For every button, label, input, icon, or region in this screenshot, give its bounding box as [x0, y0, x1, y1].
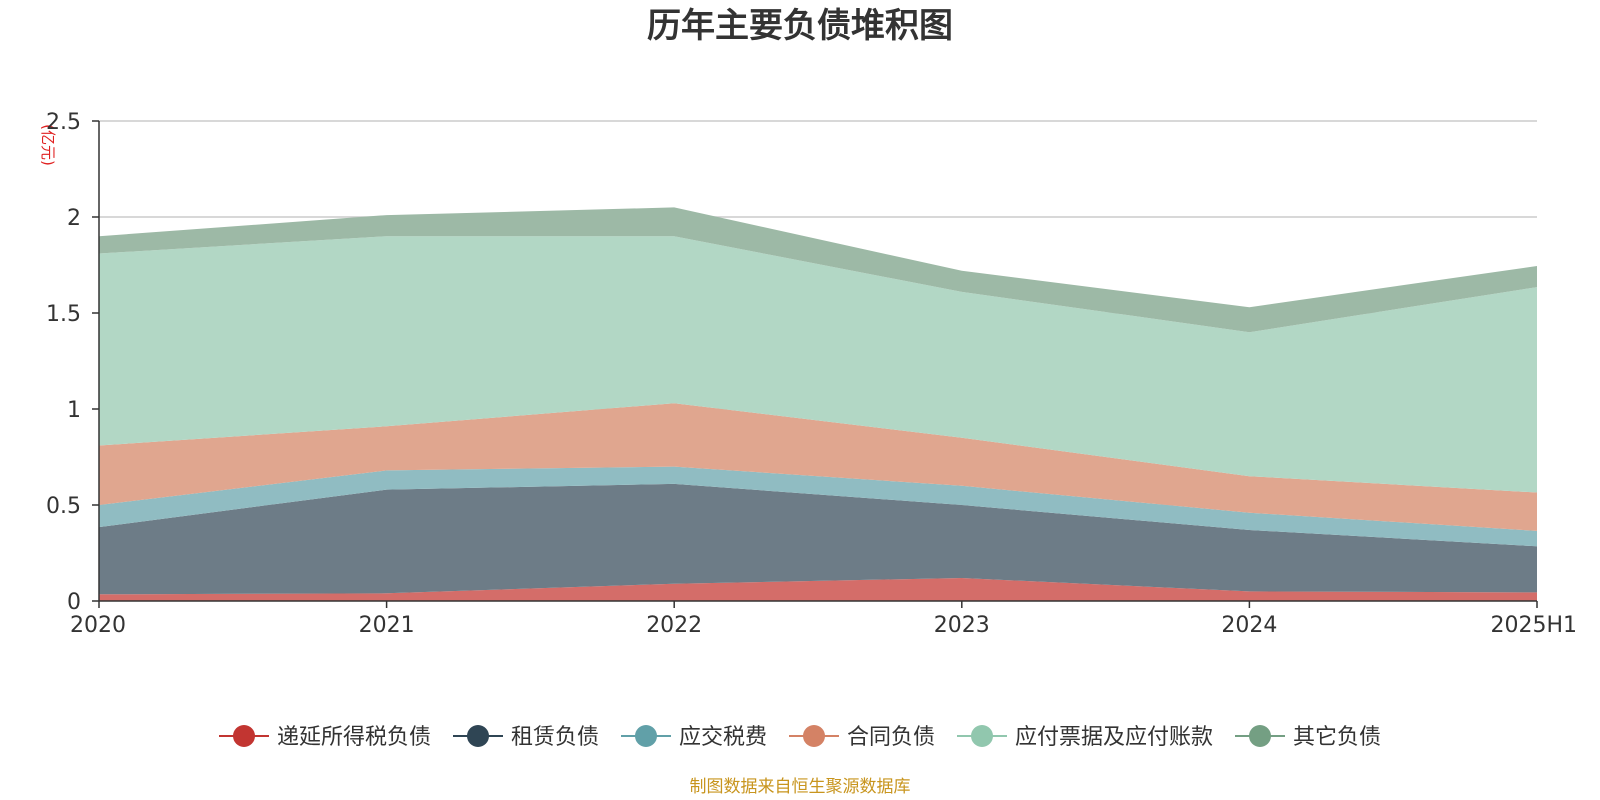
x-tick-label: 2021: [359, 613, 415, 638]
legend-marker: [233, 725, 255, 747]
area-应交税费: [99, 466, 1537, 547]
legend-label: 应交税费: [679, 725, 767, 750]
chart-title: 历年主要负债堆积图: [647, 6, 953, 46]
x-tick-label: 2025H1: [1490, 613, 1577, 638]
legend-label: 合同负债: [847, 725, 935, 750]
legend-marker: [1249, 725, 1271, 747]
legend: 递延所得税负债 租赁负债 应交税费 合同负债 应付票据及应付账款 其它负债: [219, 725, 1381, 750]
y-tick-label: 1: [67, 398, 81, 423]
y-tick-label: 0.5: [46, 494, 81, 519]
area-合同负债: [99, 403, 1537, 531]
legend-item[interactable]: 租赁负债: [453, 725, 599, 750]
legend-marker: [803, 725, 825, 747]
legend-item[interactable]: 应交税费: [621, 725, 767, 750]
legend-marker: [971, 725, 993, 747]
legend-label: 其它负债: [1293, 725, 1381, 750]
legend-label: 递延所得税负债: [277, 725, 431, 750]
x-tick-label: 2020: [70, 613, 126, 638]
area-租赁负债: [99, 483, 1537, 595]
y-tick-label: 2.5: [46, 110, 81, 135]
legend-item[interactable]: 合同负债: [789, 725, 935, 750]
y-tick-label: 0: [67, 590, 81, 615]
axes: 0 0.5 1 1.5 2 2.5 2020 2021 2022 2023 2024 2025H1: [46, 110, 1577, 638]
y-tick-label: 1.5: [46, 302, 81, 327]
area-其它负债: [99, 207, 1537, 333]
area-series: [99, 207, 1537, 601]
legend-marker: [467, 725, 489, 747]
source-note: 制图数据来自恒生聚源数据库: [690, 777, 911, 797]
legend-label: 应付票据及应付账款: [1015, 725, 1213, 750]
legend-item[interactable]: 其它负债: [1235, 725, 1381, 750]
area-递延所得税负债: [99, 578, 1537, 601]
legend-item[interactable]: 应付票据及应付账款: [957, 725, 1213, 750]
y-tick-label: 2: [67, 206, 81, 231]
x-tick-label: 2024: [1221, 613, 1277, 638]
legend-label: 租赁负债: [511, 725, 599, 750]
x-tick-label: 2023: [934, 613, 990, 638]
area-应付票据及应付账款: [99, 236, 1537, 493]
x-tick-label: 2022: [646, 613, 702, 638]
legend-item[interactable]: 递延所得税负债: [219, 725, 431, 750]
legend-marker: [635, 725, 657, 747]
y-axis-unit-label: (亿元): [39, 124, 57, 166]
